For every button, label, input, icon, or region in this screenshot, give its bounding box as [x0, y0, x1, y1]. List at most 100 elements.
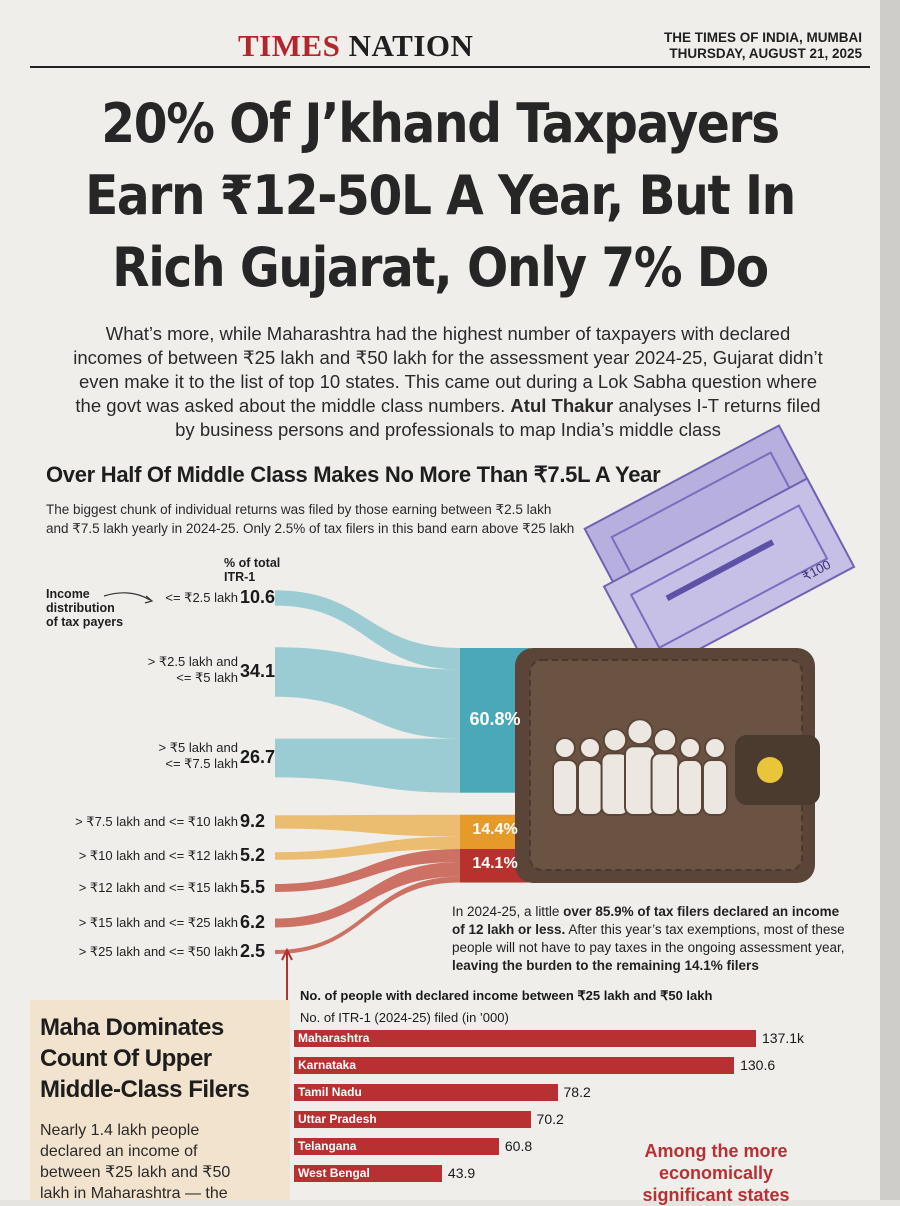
state-bar-value: 60.8 — [504, 1138, 533, 1154]
flow-ribbon — [275, 647, 460, 739]
bracket-percent-value: 9.2 — [240, 811, 266, 831]
income-bracket-label: > ₹10 lakh and <= ₹12 lakh — [40, 848, 238, 864]
pointer-arrowhead — [281, 947, 293, 961]
bracket-percent-value: 26.7 — [240, 747, 276, 767]
income-bracket-label: > ₹12 lakh and <= ₹15 lakh — [40, 880, 238, 896]
income-bracket-label: > ₹25 lakh and <= ₹50 lakh — [40, 944, 238, 960]
note-line-2: of 12 lakh or less. After this year’s ta… — [452, 921, 852, 939]
flow-ribbon — [275, 738, 460, 793]
sidebar-title: Maha Dominates Count Of Upper Middle-Cla… — [40, 1012, 250, 1105]
income-bracket-label: > ₹7.5 lakh and <= ₹10 lakh — [40, 814, 238, 830]
state-bar-label: Uttar Pradesh — [298, 1112, 377, 1126]
income-label-line-1: Income — [46, 587, 90, 601]
masthead-times: TIMES — [238, 28, 341, 63]
bracket-line-1: > ₹12 lakh and <= ₹15 lakh — [78, 880, 238, 895]
person-icon-head — [626, 718, 654, 746]
state-bar: Maharashtra — [294, 1030, 756, 1047]
state-bar-value: 43.9 — [447, 1165, 476, 1181]
bracket-percent-value: 6.2 — [240, 912, 266, 932]
people-icons — [552, 718, 728, 817]
note-bold-3: leaving the burden to the remaining 14.1… — [452, 958, 759, 973]
dateline-paper: THE TIMES OF INDIA, MUMBAI — [664, 30, 862, 45]
sidebar-body-line-3: between ₹25 lakh and ₹50 — [40, 1164, 231, 1181]
state-bar-label: Tamil Nadu — [298, 1085, 362, 1099]
dateline-date: THURSDAY, AUGUST 21, 2025 — [669, 46, 862, 61]
flow-chart: ₹100 — [103, 424, 856, 1000]
sidebar-title-line-3: Middle-Class Filers — [40, 1076, 250, 1103]
states-callout: Among the more economically significant … — [636, 1140, 796, 1206]
state-bar-value: 78.2 — [563, 1084, 591, 1100]
headline: 20% Of J’khand Taxpayers Earn ₹12-50L A … — [71, 88, 809, 304]
bracket-line-1: > ₹5 lakh and — [158, 740, 238, 755]
headline-line-2: Earn ₹12-50L A Year, But In — [85, 164, 796, 227]
state-bar-value: 130.6 — [740, 1057, 776, 1073]
callout-line-1: Among the more — [644, 1141, 788, 1161]
note-bold-2: of 12 lakh or less. — [452, 922, 566, 937]
person-icon-body — [650, 752, 680, 817]
bracket-percent-value: 34.1 — [240, 661, 276, 681]
state-bar: Telangana — [294, 1138, 499, 1155]
state-bar: Uttar Pradesh — [294, 1111, 531, 1128]
bracket-line-1: > ₹2.5 lakh and — [147, 654, 238, 669]
income-label-arrow — [103, 592, 151, 601]
flow-ribbon — [275, 836, 460, 860]
person-icon-head — [704, 737, 726, 759]
sidebar-body-line-2: declared an income of — [40, 1143, 198, 1160]
band-percent-label: 60.8% — [469, 709, 521, 730]
person-icon-head — [679, 737, 701, 759]
deck-line-4b: analyses I-T returns filed — [613, 395, 821, 416]
bracket-line-2: <= ₹7.5 lakh — [165, 756, 238, 771]
person-icon-body — [702, 759, 728, 816]
state-bar: Karnataka — [294, 1057, 735, 1074]
note-line-1a: In 2024-25, a little — [452, 904, 564, 919]
bracket-line-1: > ₹10 lakh and <= ₹12 lakh — [78, 848, 238, 863]
callout-line-3: significant states — [642, 1185, 790, 1205]
state-bar-label: Telangana — [298, 1139, 357, 1153]
person-icon-head — [652, 728, 678, 753]
sidebar-body: Nearly 1.4 lakh people declared an incom… — [40, 1120, 240, 1204]
person-icon-body — [677, 759, 703, 816]
bar-chart-subtitle: No. of ITR-1 (2024-25) filed (in ’000) — [300, 1010, 509, 1025]
pct-head-line-1: % of total — [224, 556, 281, 570]
note-line-3: people will not have to pay taxes in the… — [452, 940, 845, 955]
bracket-percent-value: 2.5 — [240, 941, 266, 961]
deck-paragraph: What’s more, while Maharashtra had the h… — [58, 322, 838, 442]
deck-line-1: What’s more, while Maharashtra had the h… — [105, 323, 791, 344]
sidebar-title-line-2: Count Of Upper — [40, 1045, 212, 1072]
section-masthead: TIMES NATION — [238, 28, 473, 64]
deck-line-5: by business persons and professionals to… — [175, 419, 721, 440]
state-bar-value: 137.1k — [762, 1030, 805, 1046]
person-icon-body — [577, 759, 603, 816]
note-line-2b: After this year’s tax exemptions, most o… — [565, 922, 845, 937]
bracket-line-2: <= ₹5 lakh — [176, 670, 238, 685]
currency-notes-illustration: ₹100 — [583, 424, 856, 677]
bar-chart-title: No. of people with declared income betwe… — [300, 988, 713, 1003]
note-bold-1: over 85.9% of tax filers declared an inc… — [563, 904, 840, 919]
deck-line-3: even make it to the list of top 10 state… — [78, 371, 818, 392]
person-icon-head — [554, 737, 576, 759]
state-bar-label: Karnataka — [298, 1058, 357, 1072]
section-desc-line-1: The biggest chunk of individual returns … — [46, 502, 552, 517]
income-note: In 2024-25, a little over 85.9% of tax f… — [452, 903, 852, 975]
person-icon-head — [579, 737, 601, 759]
income-bracket-label: > ₹2.5 lakh and <= ₹5 lakh — [40, 654, 238, 686]
bracket-percent-value: 5.5 — [240, 877, 266, 897]
headline-line-3: Rich Gujarat, Only 7% Do — [112, 236, 769, 299]
sidebar-title-line-1: Maha Dominates — [40, 1014, 224, 1041]
bracket-line-1: > ₹15 lakh and <= ₹25 lakh — [78, 915, 238, 930]
headline-line-1: 20% Of J’khand Taxpayers — [101, 92, 780, 155]
percent-column-header: % of total ITR-1 — [224, 556, 280, 584]
note-line-4: leaving the burden to the remaining 14.1… — [452, 957, 852, 975]
income-bracket-label: <= ₹2.5 lakh — [40, 590, 238, 606]
bracket-line-1: > ₹7.5 lakh and <= ₹10 lakh — [75, 814, 238, 829]
income-label-line-3: of tax payers — [46, 615, 124, 629]
person-icon-body — [624, 745, 656, 816]
bracket-percent-value: 10.6 — [240, 587, 276, 607]
deck-line-4: the govt was asked about the middle clas… — [58, 394, 838, 418]
state-bar: Tamil Nadu — [294, 1084, 558, 1101]
person-icon-head — [602, 728, 628, 753]
author-name: Atul Thakur — [510, 395, 614, 416]
flow-ribbon — [275, 861, 460, 928]
income-distribution-label: Income distribution of tax payers — [46, 587, 123, 629]
state-bar: West Bengal — [294, 1165, 442, 1182]
